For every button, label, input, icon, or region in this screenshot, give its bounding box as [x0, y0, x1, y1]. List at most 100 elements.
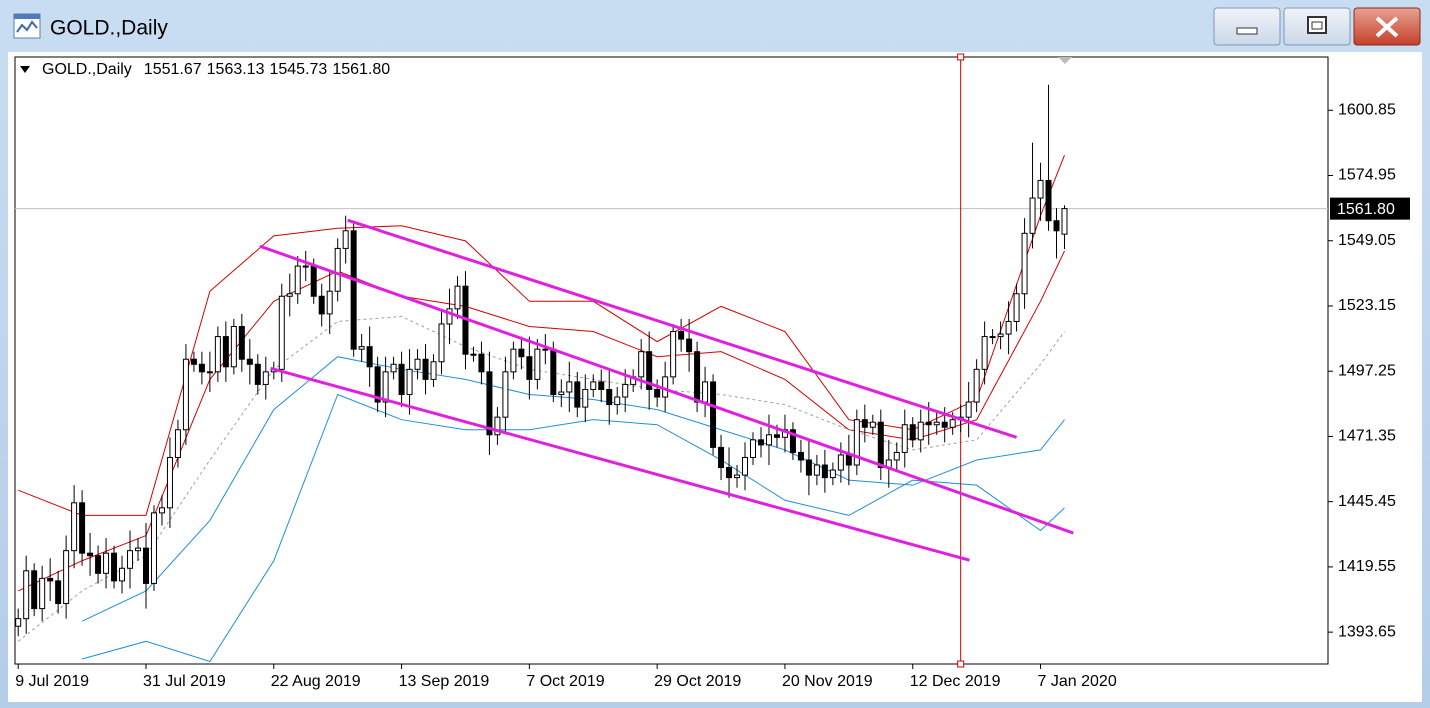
candle-body — [917, 421, 924, 441]
candle-body — [294, 265, 301, 295]
trendline — [270, 366, 970, 562]
candle-body — [710, 381, 717, 448]
candle-body — [382, 371, 389, 403]
candle-body — [79, 502, 86, 554]
candle-body — [430, 361, 437, 380]
current-price-box — [1330, 197, 1410, 220]
x-tick-label: 12 Dec 2019 — [910, 673, 1001, 690]
candle-body — [694, 351, 701, 403]
candle-body — [254, 363, 261, 385]
candle-body — [622, 383, 629, 398]
candle-body — [574, 381, 581, 408]
candle-body — [150, 512, 157, 584]
candle-body — [39, 577, 46, 610]
candle-body — [158, 507, 165, 514]
app-icon — [13, 13, 41, 39]
candle-body — [230, 325, 237, 368]
minimize-button[interactable] — [1213, 7, 1281, 46]
candle-body — [166, 456, 173, 509]
candle-body — [1037, 179, 1044, 199]
candle-body — [358, 346, 365, 350]
candle-body — [15, 618, 22, 627]
candle-body — [670, 331, 677, 378]
header-arrow — [20, 66, 30, 73]
candle-body — [494, 416, 501, 436]
candle-body — [598, 381, 605, 390]
candle-body — [326, 290, 333, 315]
candle-body — [965, 401, 972, 418]
candle-body — [750, 439, 757, 458]
candle-body — [127, 550, 134, 569]
candle-body — [550, 348, 557, 396]
candle-body — [470, 353, 477, 356]
candle-body — [238, 325, 245, 360]
header-value: 1545.73 — [269, 61, 327, 78]
candle-body — [198, 363, 205, 373]
y-tick-label: 1393.65 — [1338, 623, 1396, 640]
candle-body — [566, 381, 573, 393]
y-tick-label: 1445.45 — [1338, 493, 1396, 510]
candle-body — [438, 323, 445, 363]
candle-body — [925, 421, 932, 426]
candle-body — [55, 580, 62, 605]
candle-body — [262, 371, 269, 385]
candle-body — [182, 358, 189, 431]
candle-body — [406, 368, 413, 396]
vertical-line-handle — [957, 660, 965, 668]
close-button[interactable] — [1353, 7, 1421, 46]
candle-body — [734, 474, 741, 479]
trendline — [347, 218, 1018, 439]
candle-body — [214, 336, 221, 373]
candle-body — [861, 419, 868, 428]
candle-body — [366, 346, 373, 368]
y-tick-label: 1523.15 — [1338, 297, 1396, 314]
candle-body — [797, 451, 804, 461]
header-symbol: GOLD.,Daily — [42, 61, 132, 78]
candle-body — [821, 464, 828, 479]
candle-body — [390, 363, 397, 373]
candle-body — [837, 454, 844, 471]
candle-body — [606, 388, 613, 406]
candle-body — [486, 371, 493, 436]
candle-body — [398, 363, 405, 396]
candle-body — [502, 371, 509, 418]
candle-body — [742, 456, 749, 476]
candle-body — [206, 371, 213, 374]
candle-body — [1053, 220, 1060, 232]
candle-body — [318, 295, 325, 315]
y-tick-label: 1419.55 — [1338, 558, 1396, 575]
candle-body — [135, 547, 142, 552]
candle-body — [31, 570, 38, 610]
candle-body — [534, 348, 541, 380]
chart-area — [8, 52, 1422, 702]
x-tick-label: 29 Oct 2019 — [654, 673, 741, 690]
header-value: 1563.13 — [207, 61, 265, 78]
candle-body — [973, 368, 980, 403]
candle-body — [174, 429, 181, 458]
candle-body — [374, 366, 381, 403]
header: GOLD.,Daily 1551.67 1563.13 1545.73 1561.80 — [42, 61, 390, 78]
candle-body — [302, 265, 309, 268]
candle-body — [757, 439, 764, 446]
x-tick-label: 22 Aug 2019 — [271, 673, 361, 690]
candle-body — [454, 285, 461, 310]
candle-body — [111, 552, 118, 582]
candle-body — [478, 353, 485, 373]
x-tick-label: 7 Oct 2019 — [526, 673, 604, 690]
candle-body — [686, 338, 693, 353]
candle-body — [1005, 320, 1012, 335]
plot — [15, 57, 1328, 664]
x-tick-label: 20 Nov 2019 — [782, 673, 873, 690]
window-title: GOLD.,Daily — [50, 17, 168, 40]
candle-body — [773, 434, 780, 438]
restore-button[interactable] — [1283, 7, 1351, 46]
candle-body — [901, 424, 908, 453]
candle-body — [789, 429, 796, 453]
plot-border — [14, 56, 1329, 665]
candle-body — [334, 247, 341, 292]
candle-body — [510, 348, 517, 373]
candle-body — [190, 358, 197, 365]
candle-body — [933, 421, 940, 426]
candle-body — [422, 358, 429, 380]
